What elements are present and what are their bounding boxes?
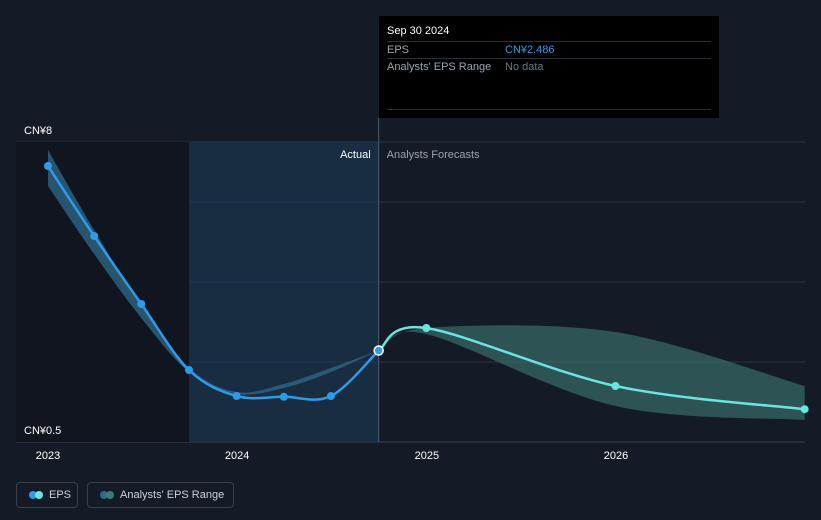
x-tick-label: 2024 xyxy=(225,450,249,462)
tooltip-range-label: Analysts' EPS Range xyxy=(387,61,492,73)
eps-swatch-icon xyxy=(29,491,43,499)
forecast-label: Analysts Forecasts xyxy=(387,149,480,161)
tooltip-eps-value: CN¥2.486 xyxy=(505,44,555,56)
eps-point xyxy=(184,366,193,374)
x-tick-label: 2026 xyxy=(604,450,628,462)
legend-eps-label: EPS xyxy=(49,489,72,501)
eps-line-forecast xyxy=(377,325,805,411)
tooltip-range-row: Analysts' EPS Range No data xyxy=(387,58,711,76)
x-tick-label: 2025 xyxy=(415,450,439,462)
range-band-actual xyxy=(48,150,379,395)
legend-range[interactable]: Analysts' EPS Range xyxy=(87,482,234,508)
highlight-band xyxy=(188,142,379,442)
eps-point xyxy=(326,392,335,400)
tooltip-eps-row: EPS CN¥2.486 xyxy=(387,41,711,59)
range-band-forecast xyxy=(378,325,805,420)
eps-point xyxy=(279,392,288,401)
tooltip-divider xyxy=(387,109,711,110)
past-period-shade xyxy=(16,142,189,442)
legend-range-label: Analysts' EPS Range xyxy=(120,489,225,501)
tooltip: Sep 30 2024 EPS CN¥2.486 Analysts' EPS R… xyxy=(379,16,719,118)
tooltip-range-value: No data xyxy=(505,61,544,73)
eps-point xyxy=(90,232,99,240)
eps-point xyxy=(232,392,241,400)
eps-point xyxy=(137,300,146,308)
tooltip-date: Sep 30 2024 xyxy=(387,25,450,37)
tooltip-eps-label: EPS xyxy=(387,44,410,56)
eps-point xyxy=(611,382,620,390)
actual-label: Actual xyxy=(340,149,371,161)
eps-point-selected xyxy=(373,345,384,356)
range-swatch-icon xyxy=(100,491,114,499)
eps-point xyxy=(422,324,431,332)
legend-eps[interactable]: EPS xyxy=(16,482,78,508)
eps-point xyxy=(800,405,809,414)
eps-point xyxy=(44,162,52,170)
y-tick-label: CN¥8 xyxy=(24,125,52,137)
x-tick-label: 2023 xyxy=(36,450,60,462)
y-tick-label: CN¥0.5 xyxy=(24,425,61,437)
